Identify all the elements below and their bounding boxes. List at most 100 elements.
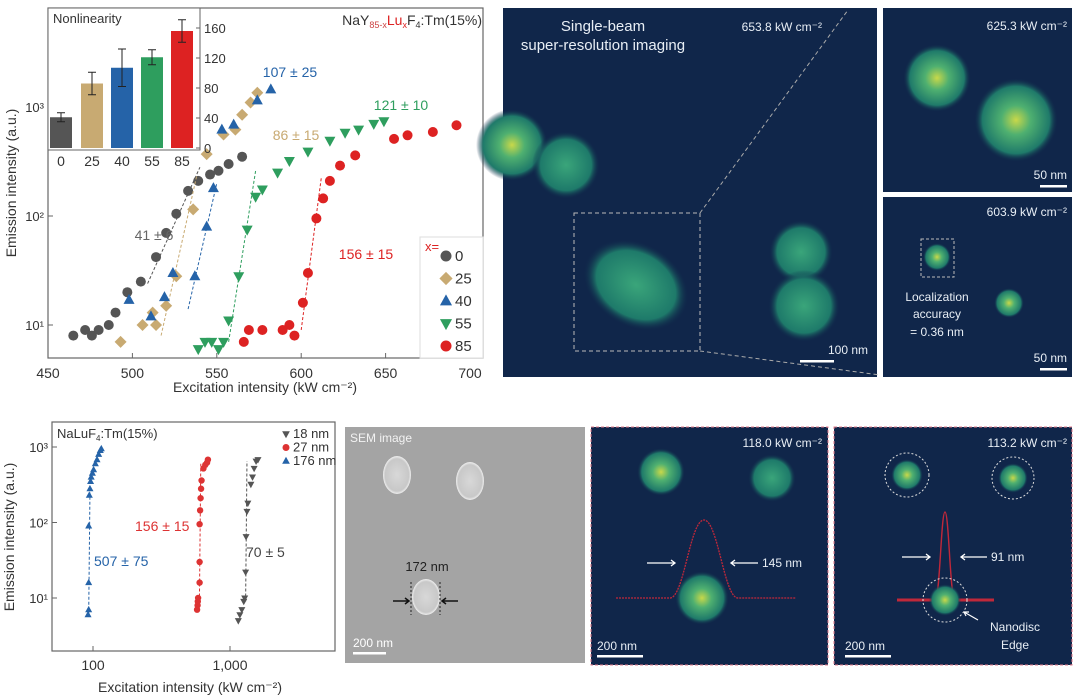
annotation: Nanodisc (990, 620, 1040, 634)
arrow-icon (647, 559, 758, 567)
power-label: 603.9 kW cm⁻² (987, 205, 1067, 219)
image-super-resolution-main: Single-beam super-resolution imaging 653… (476, 8, 881, 377)
data-point (242, 534, 250, 541)
data-point (196, 579, 203, 586)
data-point (272, 168, 284, 179)
localization-box (920, 238, 955, 278)
nanoparticle (476, 109, 548, 181)
legend (419, 236, 484, 359)
slope-label: 507 ± 75 (94, 553, 149, 569)
scale-bar-label: 200 nm (597, 639, 637, 653)
data-point (85, 605, 93, 613)
x-axis-label: Excitation intensity (kW cm⁻²) (98, 679, 282, 695)
data-point (95, 450, 103, 457)
data-point (97, 444, 105, 452)
chart-excitation-vs-emission-size: 100 1,000 10¹ 10² 10³ NaLuF4:Tm(15%) Excitat… (1, 421, 336, 695)
data-point (206, 337, 218, 348)
data-point (250, 192, 262, 203)
image-sem: 172 nm SEM image 200 nm (345, 427, 585, 663)
data-point (167, 266, 179, 277)
legend-label: 176 nm (293, 453, 336, 468)
y-tick-label: 120 (204, 51, 226, 66)
annotation: Localization (905, 290, 968, 304)
slope-label: 86 ± 15 (273, 127, 320, 143)
x-axis-label: Excitation intensity (kW cm⁻²) (173, 379, 357, 395)
image-title: SEM image (350, 431, 412, 445)
y-tick-label: 160 (204, 21, 226, 36)
data-point (297, 297, 308, 308)
data-point (80, 324, 91, 335)
data-point (234, 618, 242, 625)
legend-label: 40 (455, 293, 472, 310)
data-point (151, 252, 162, 263)
x-tick-label: 600 (290, 365, 314, 381)
scale-bar-label: 200 nm (353, 636, 393, 650)
image-super-resolution-bottom: 91 nm Nanodisc Edge 113.2 kW cm⁻² 200 nm (833, 426, 1073, 666)
inset-nonlinearity-bar-chart: 0 25 40 55 85 0 40 80 120 160 Nonlinearity (47, 7, 226, 169)
y-axis-label: Emission intensity (a.u.) (3, 109, 19, 258)
data-point (335, 160, 346, 171)
nanodisc-edge (922, 577, 968, 623)
chart-formula: NaY85-xLuxF4:Tm(15%) (342, 12, 482, 30)
plot-frame (47, 7, 484, 359)
data-point (353, 125, 365, 136)
image-bottom-right: 603.9 kW cm⁻² Localization accuracy = 0.… (883, 197, 1072, 377)
data-point (213, 165, 224, 176)
data-point (368, 119, 380, 130)
legend-label: 25 (455, 271, 472, 288)
data-point (256, 185, 268, 196)
data-point (204, 456, 212, 463)
legend-label: 27 nm (293, 440, 329, 455)
legend-marker (439, 271, 453, 286)
category-label: 25 (84, 153, 100, 169)
nanoparticle (974, 78, 1058, 162)
data-point (68, 330, 79, 341)
nanodisc-edge (991, 456, 1035, 500)
data-point (236, 612, 244, 619)
data-point (237, 151, 248, 162)
zoom-region-box (573, 212, 701, 352)
size-label: 172 nm (405, 559, 448, 574)
data-point (110, 307, 121, 318)
data-point (254, 457, 262, 464)
fit-line (160, 176, 198, 336)
data-point (85, 491, 93, 498)
data-point (318, 193, 329, 204)
data-point (198, 477, 205, 484)
data-point (196, 507, 204, 514)
data-point (122, 287, 133, 298)
legend-title: x= (425, 239, 439, 254)
x-tick-label: 1,000 (212, 657, 247, 673)
fit-line (187, 183, 218, 310)
data-point (183, 185, 194, 196)
data-point (238, 607, 246, 614)
data-point (90, 465, 98, 473)
slope-label: 156 ± 15 (135, 518, 190, 534)
fit-line (88, 492, 91, 615)
arrow-icon (902, 553, 987, 561)
nanodisc (383, 456, 411, 494)
nanoparticle (929, 584, 961, 616)
bar (141, 57, 163, 148)
data-point (85, 522, 93, 529)
data-point (244, 96, 257, 109)
x-tick-label: 100 (81, 657, 105, 673)
data-point (161, 227, 172, 238)
data-point (283, 156, 295, 167)
data-point (242, 569, 250, 576)
data-point (223, 158, 234, 169)
x-tick-label: 450 (36, 365, 60, 381)
y-tick-label: 10³ (25, 100, 44, 115)
y-tick-label: 10¹ (25, 318, 44, 333)
legend-label: 18 nm (293, 426, 329, 441)
data-point (251, 86, 264, 99)
data-point (324, 136, 336, 147)
data-point (427, 126, 438, 137)
power-label: 113.2 kW cm⁻² (988, 436, 1067, 450)
category-label: 40 (114, 153, 130, 169)
legend-marker (282, 431, 290, 439)
data-point (171, 208, 182, 219)
data-point (302, 147, 314, 158)
data-point (93, 324, 104, 335)
nanoparticle (923, 243, 951, 271)
